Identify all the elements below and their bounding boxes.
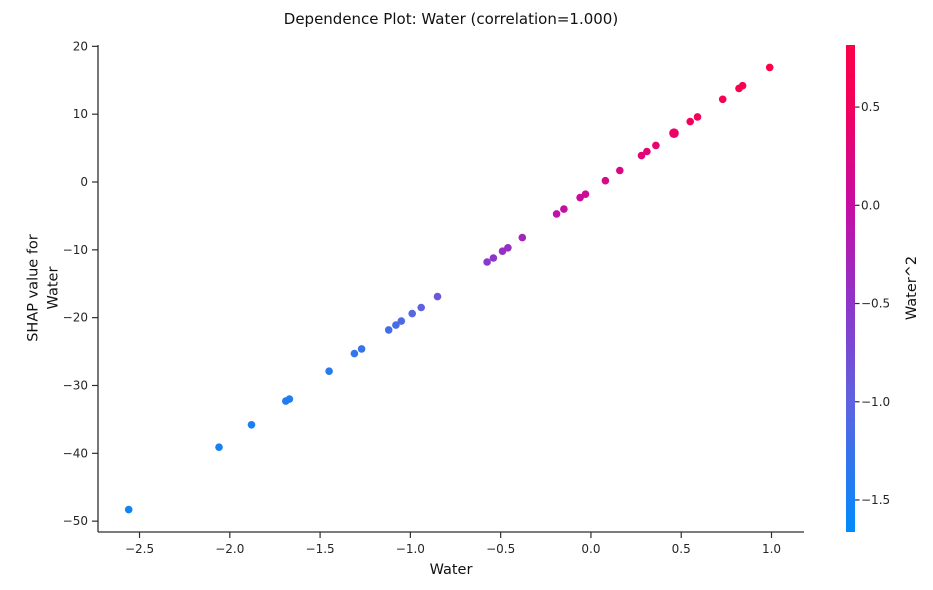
y-tick-label: 10	[73, 107, 88, 121]
scatter-point	[285, 395, 294, 403]
x-tick-label: −1.0	[396, 542, 425, 556]
x-tick-label: −0.5	[486, 542, 515, 556]
scatter-point	[637, 151, 646, 160]
colorbar-label: Water^2	[904, 255, 920, 321]
scatter-point	[384, 326, 393, 334]
y-tick-label: −40	[63, 446, 88, 460]
scatter-point	[397, 317, 406, 325]
scatter-point	[718, 95, 727, 104]
scatter-point	[552, 210, 561, 218]
x-tick-label: −2.0	[215, 542, 244, 556]
colorbar-tick-label: −1.0	[861, 395, 890, 409]
scatter-point	[601, 176, 610, 185]
scatter-point	[765, 63, 774, 72]
scatter-point	[357, 345, 366, 353]
y-axis-label-line1: SHAP value for	[25, 234, 42, 342]
y-tick-label: 20	[73, 39, 88, 53]
y-tick-label: −30	[63, 378, 88, 392]
y-tick-label: −10	[63, 243, 88, 257]
y-axis-label: SHAP value for Water	[24, 234, 63, 342]
scatter-point	[247, 421, 256, 429]
scatter-point	[350, 349, 359, 358]
colorbar-tick-label: −1.5	[861, 493, 890, 507]
scatter-point	[433, 292, 442, 301]
colorbar	[846, 45, 855, 532]
scatter-point	[518, 233, 527, 242]
y-axis-label-line2: Water	[45, 266, 61, 310]
scatter-point	[489, 254, 498, 262]
x-axis-label: Water	[429, 562, 473, 578]
x-tick-label: 1.0	[762, 542, 781, 556]
scatter-point	[738, 81, 747, 90]
y-tick-label: 0	[80, 175, 88, 189]
scatter-point	[652, 141, 660, 150]
scatter-point	[408, 309, 417, 318]
scatter-point	[643, 147, 651, 156]
colorbar-tick-label: −0.5	[861, 297, 890, 311]
scatter-point	[392, 321, 400, 329]
scatter-point	[124, 505, 133, 514]
scatter-point	[560, 205, 568, 213]
x-tick-label: 0.0	[581, 542, 600, 556]
scatter-point	[686, 117, 694, 126]
scatter-point	[325, 367, 333, 376]
y-tick-label: −20	[63, 311, 88, 325]
scatter-point	[576, 193, 584, 202]
chart-title: Dependence Plot: Water (correlation=1.00…	[283, 10, 619, 28]
scatter-point	[669, 128, 679, 138]
scatter-point	[417, 303, 426, 312]
scatter-point	[498, 247, 507, 255]
scatter-point	[504, 244, 512, 252]
x-tick-label: −1.5	[306, 542, 335, 556]
colorbar-tick-label: 0.5	[861, 100, 880, 114]
x-tick-label: 0.5	[672, 542, 691, 556]
colorbar-tick-label: 0.0	[861, 198, 880, 212]
y-tick-label: −50	[63, 514, 88, 528]
scatter-point	[581, 190, 590, 198]
scatter-point	[616, 166, 624, 175]
scatter-point	[693, 113, 702, 121]
x-tick-label: −2.5	[125, 542, 154, 556]
scatter-point	[215, 443, 223, 452]
scatter-point	[483, 258, 491, 266]
